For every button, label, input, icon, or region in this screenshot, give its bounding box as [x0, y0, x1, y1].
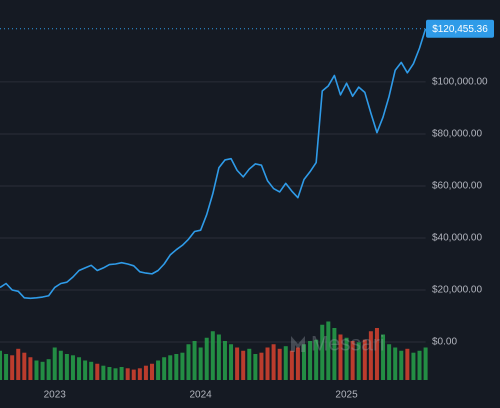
volume-bar [302, 344, 306, 380]
price-line [0, 28, 427, 300]
y-tick-label: $100,000.00 [432, 77, 488, 88]
watermark-logo [291, 336, 305, 352]
volume-bar [113, 368, 118, 380]
volume-bar [368, 331, 373, 380]
volume-bar [344, 337, 349, 380]
watermark: Messari [311, 333, 385, 356]
volume-bar [332, 328, 337, 380]
volume-bar [192, 341, 197, 380]
volume-bar [381, 334, 386, 380]
y-tick-label: $20,000.00 [432, 285, 482, 296]
volume-bar [95, 363, 100, 380]
volume-bar [320, 324, 325, 380]
volume-bar [150, 363, 154, 380]
volume-bar [216, 334, 221, 380]
volume-bar [362, 339, 367, 380]
volume-bar [295, 347, 300, 380]
volume-bar [417, 350, 422, 380]
volume-bar [101, 365, 106, 380]
volume-bar [423, 347, 428, 380]
volume-bar [28, 357, 33, 380]
volume-bar [162, 357, 167, 380]
volume-bars [0, 321, 428, 380]
volume-bar [283, 346, 288, 380]
volume-bar [143, 365, 148, 380]
volume-bar [289, 350, 294, 380]
volume-bar [168, 355, 173, 380]
volume-bar [326, 321, 331, 380]
grid: $0.00 $20,000.00 $40,000.00 $60,000.00 $80,0… [0, 77, 488, 401]
volume-bar [180, 352, 185, 380]
y-tick-label: $60,000.00 [432, 181, 482, 192]
x-tick-label: 2023 [44, 390, 67, 401]
x-tick-label: 2025 [335, 390, 358, 401]
volume-bar [253, 354, 258, 380]
volume-bar [241, 350, 246, 380]
volume-bar [137, 368, 142, 380]
volume-bar [58, 350, 63, 380]
volume-bar [222, 341, 227, 380]
volume-bar [64, 354, 69, 380]
volume-bar [0, 350, 2, 380]
volume-bar [70, 355, 75, 380]
volume-bar [34, 360, 39, 380]
y-tick-label: $40,000.00 [432, 233, 482, 244]
volume-bar [89, 361, 94, 380]
volume-bar [259, 352, 264, 380]
volume-bar [22, 352, 27, 380]
volume-bar [314, 339, 319, 380]
watermark-group: Messari [291, 333, 385, 356]
last-price-label: $120,455.36 [432, 24, 488, 35]
volume-bar [399, 350, 404, 380]
volume-bar [308, 341, 313, 380]
volume-bar [247, 348, 252, 380]
volume-bar [40, 361, 45, 380]
volume-bar [186, 344, 191, 380]
volume-bar [131, 369, 136, 380]
x-tick-label: 2024 [190, 390, 213, 401]
volume-bar [107, 367, 112, 380]
plot: $120,455.36 [0, 19, 494, 300]
volume-bar [338, 334, 343, 380]
volume-bar [277, 348, 282, 380]
volume-bar [198, 347, 203, 380]
volume-bar [119, 367, 124, 380]
volume-bar [356, 342, 361, 380]
volume-bar [46, 359, 51, 380]
volume-bar [77, 357, 82, 380]
volume-bar [4, 354, 9, 380]
volume-bar [271, 344, 276, 380]
volume-bar [204, 337, 209, 380]
volume-bar [174, 354, 179, 380]
y-tick-label: $80,000.00 [432, 129, 482, 140]
volume-bar [10, 355, 15, 380]
volume-bar [83, 360, 88, 380]
volume-bar [156, 360, 161, 380]
volume-bar [387, 344, 392, 380]
volume-bar [229, 344, 234, 380]
volume-bar [350, 341, 355, 380]
volume-bar [411, 352, 416, 380]
volume-bar [210, 331, 215, 380]
volume-bar [265, 347, 270, 380]
volume-bar [52, 347, 57, 380]
volume-bar [374, 328, 379, 380]
volume-bar [125, 368, 130, 380]
volume-bar [235, 347, 240, 380]
y-tick-label: $0.00 [432, 337, 457, 348]
volume-bar [393, 347, 398, 380]
volume-bar [16, 348, 21, 380]
last-price-box [426, 19, 494, 38]
volume-bar [405, 348, 410, 380]
